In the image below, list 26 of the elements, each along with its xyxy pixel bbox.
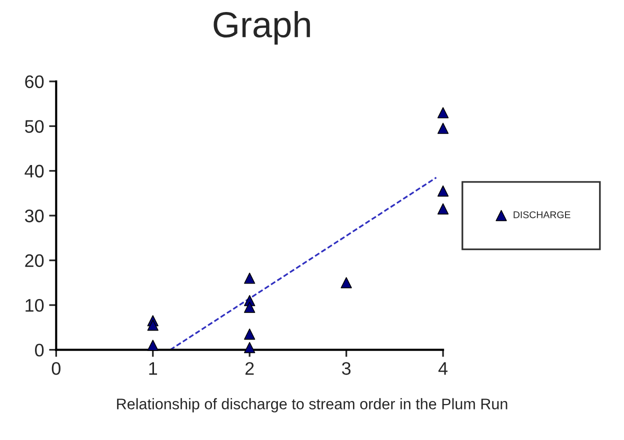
x-tick-label: 3 bbox=[342, 362, 351, 375]
y-tick-label: 40 bbox=[24, 164, 44, 178]
legend-label: DISCHARGE bbox=[514, 211, 570, 218]
point bbox=[340, 277, 352, 288]
y-tick-label: 10 bbox=[26, 299, 44, 312]
y-tick-label: 20 bbox=[25, 254, 44, 268]
point bbox=[244, 342, 256, 354]
y-tick-label: 60 bbox=[25, 75, 44, 88]
y-tick-label: 50 bbox=[24, 120, 44, 133]
point bbox=[437, 185, 449, 197]
point bbox=[437, 203, 449, 214]
point bbox=[244, 328, 256, 340]
x-tick-label: 4 bbox=[438, 362, 448, 375]
y-tick-label: 0 bbox=[35, 344, 44, 357]
point bbox=[437, 122, 449, 134]
x-tick-label: 2 bbox=[245, 362, 254, 375]
x-axis-title: Relationship of discharge to stream order in the Plum Run bbox=[117, 398, 508, 412]
chart-title: Graph bbox=[214, 11, 310, 45]
y-tick-label: 30 bbox=[24, 210, 44, 222]
point bbox=[244, 302, 256, 313]
point bbox=[147, 320, 158, 331]
point bbox=[244, 272, 256, 284]
x-tick-label: 0 bbox=[52, 362, 60, 375]
point bbox=[147, 340, 158, 351]
point bbox=[437, 107, 449, 118]
x-tick-label: 1 bbox=[149, 362, 158, 375]
